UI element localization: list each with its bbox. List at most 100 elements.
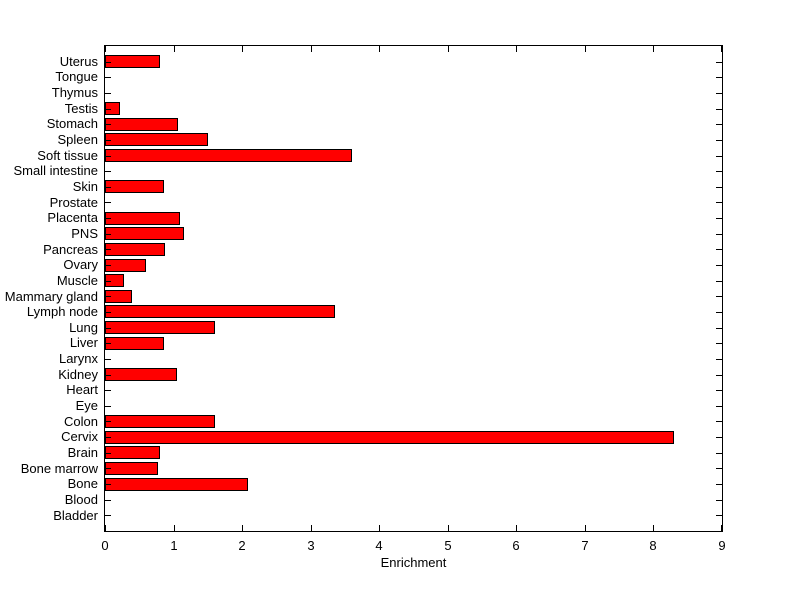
- y-tick: [105, 93, 111, 94]
- y-tick: [105, 312, 111, 313]
- y-tick: [105, 281, 111, 282]
- y-tick: [105, 171, 111, 172]
- y-tick: [716, 93, 722, 94]
- y-tick: [716, 453, 722, 454]
- y-tick: [716, 281, 722, 282]
- y-tick: [716, 171, 722, 172]
- x-tick-label-1: 1: [170, 538, 178, 553]
- bar-muscle: [105, 274, 125, 288]
- y-tick-label-small-intestine: Small intestine: [13, 163, 98, 179]
- y-tick: [716, 375, 722, 376]
- bar-stomach: [105, 117, 179, 131]
- y-tick: [716, 62, 722, 63]
- y-tick-label-liver: Liver: [69, 335, 98, 351]
- y-tick: [716, 406, 722, 407]
- x-tick: [448, 46, 449, 52]
- x-tick: [105, 46, 106, 52]
- y-tick: [716, 421, 722, 422]
- y-tick-label-thymus: Thymus: [51, 85, 98, 101]
- y-tick: [716, 218, 722, 219]
- x-tick-label-5: 5: [444, 538, 452, 553]
- x-axis-label: Enrichment: [380, 555, 447, 570]
- y-tick-label-larynx: Larynx: [58, 351, 98, 367]
- y-tick: [716, 124, 722, 125]
- y-tick-label-muscle: Muscle: [56, 272, 98, 288]
- y-tick: [105, 265, 111, 266]
- y-tick-label-placenta: Placenta: [47, 210, 98, 226]
- bar-kidney: [105, 368, 177, 382]
- x-tick: [311, 46, 312, 52]
- y-tick: [716, 390, 722, 391]
- y-tick: [105, 234, 111, 235]
- y-tick-label-blood: Blood: [64, 491, 98, 507]
- y-tick: [716, 484, 722, 485]
- y-tick-label-skin: Skin: [72, 178, 98, 194]
- bar-colon: [105, 414, 215, 428]
- x-tick-label-8: 8: [649, 538, 657, 553]
- bar-soft-tissue: [105, 149, 352, 163]
- y-tick: [716, 187, 722, 188]
- y-tick-label-ovary: Ovary: [63, 257, 98, 273]
- x-tick-label-7: 7: [581, 538, 589, 553]
- x-tick-label-9: 9: [718, 538, 726, 553]
- y-tick-label-spleen: Spleen: [57, 132, 98, 148]
- y-tick: [716, 156, 722, 157]
- y-tick-label-pancreas: Pancreas: [43, 241, 98, 257]
- y-tick: [105, 187, 111, 188]
- y-tick-label-eye: Eye: [75, 398, 98, 414]
- y-tick: [105, 156, 111, 157]
- y-tick-label-mammary-gland: Mammary gland: [4, 288, 98, 304]
- y-tick-label-colon: Colon: [64, 413, 98, 429]
- y-tick-label-cervix: Cervix: [61, 429, 98, 445]
- y-tick-label-uterus: Uterus: [59, 53, 98, 69]
- x-tick-label-2: 2: [238, 538, 246, 553]
- bar-spleen: [105, 133, 208, 147]
- y-tick: [105, 343, 111, 344]
- y-tick-label-prostate: Prostate: [49, 194, 98, 210]
- x-tick: [311, 525, 312, 531]
- y-tick: [105, 328, 111, 329]
- y-tick: [105, 406, 111, 407]
- bar-bone: [105, 477, 248, 491]
- bar-pns: [105, 227, 184, 241]
- y-tick: [105, 515, 111, 516]
- y-tick-label-lung: Lung: [69, 319, 98, 335]
- x-tick: [653, 525, 654, 531]
- bar-uterus: [105, 55, 160, 69]
- y-tick: [716, 500, 722, 501]
- y-tick: [105, 375, 111, 376]
- bar-pancreas: [105, 242, 165, 256]
- y-tick-label-soft-tissue: Soft tissue: [37, 147, 98, 163]
- bar-placenta: [105, 211, 181, 225]
- x-tick-label-4: 4: [375, 538, 383, 553]
- bar-lymph-node: [105, 305, 335, 319]
- bar-liver: [105, 336, 164, 350]
- bar-testis: [105, 102, 121, 116]
- y-tick-label-testis: Testis: [64, 100, 98, 116]
- x-tick: [242, 525, 243, 531]
- y-tick: [105, 359, 111, 360]
- bar-ovary: [105, 258, 147, 272]
- bar-bone-marrow: [105, 461, 159, 475]
- y-tick-label-heart: Heart: [66, 382, 98, 398]
- plot-area: [104, 45, 723, 532]
- y-tick: [105, 500, 111, 501]
- y-tick-label-lymph-node: Lymph node: [26, 304, 98, 320]
- x-tick-label-6: 6: [512, 538, 520, 553]
- y-tick: [716, 437, 722, 438]
- x-tick: [585, 46, 586, 52]
- y-tick: [716, 296, 722, 297]
- y-tick: [105, 218, 111, 219]
- y-tick: [716, 468, 722, 469]
- y-tick-label-bone-marrow: Bone marrow: [20, 460, 98, 476]
- x-tick-label-0: 0: [101, 538, 109, 553]
- y-tick: [716, 77, 722, 78]
- x-tick: [379, 525, 380, 531]
- x-tick: [721, 525, 722, 531]
- y-tick: [105, 109, 111, 110]
- x-tick: [516, 46, 517, 52]
- x-tick: [105, 525, 106, 531]
- x-tick: [721, 46, 722, 52]
- y-tick: [716, 265, 722, 266]
